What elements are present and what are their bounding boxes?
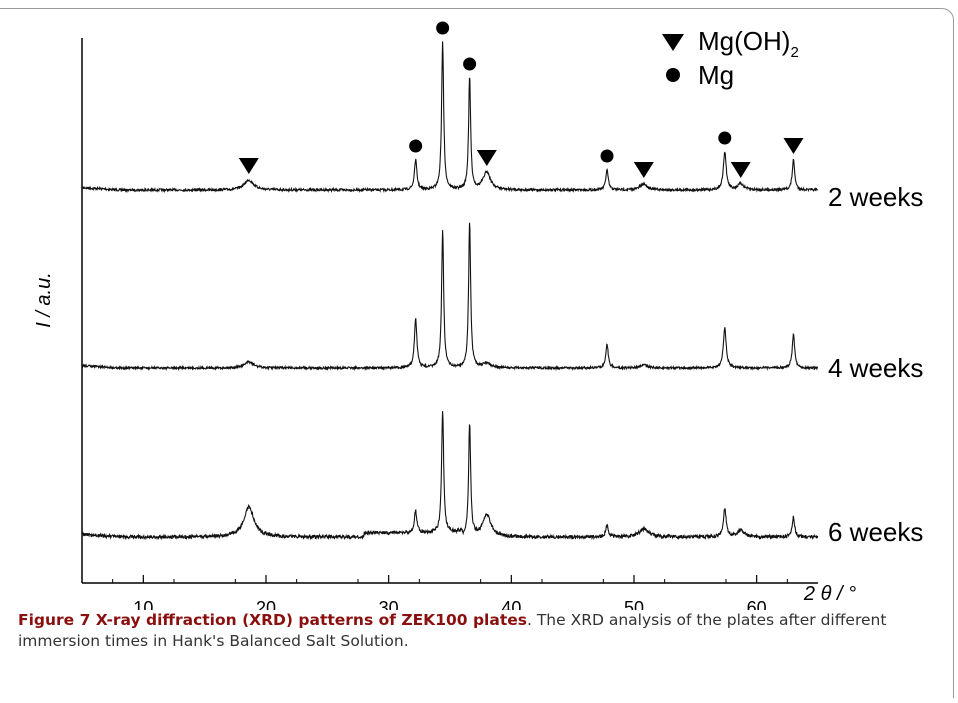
x-tick-label-40: 40 [501, 598, 521, 610]
x-tick-label-20: 20 [256, 598, 276, 610]
y-axis-label: I / a.u. [33, 272, 55, 328]
legend-mgoh2-label: Mg(OH)2 [698, 26, 799, 61]
caption-title: Figure 7 X-ray diffraction (XRD) pattern… [18, 611, 527, 629]
legend-triangle-icon [662, 34, 684, 51]
legend: Mg(OH)2 Mg [662, 26, 799, 90]
mg-peak-marker [600, 149, 614, 163]
series-labels: 2 weeks 4 weeks 6 weeks [828, 182, 923, 547]
axes [81, 38, 818, 584]
x-tick-label-60: 60 [747, 598, 767, 610]
series-line-3 [81, 411, 819, 541]
mgoh2-peak-marker [476, 150, 497, 166]
mg-peak-marker [718, 131, 732, 145]
x-tick-label-50: 50 [624, 598, 644, 610]
series-label-1: 2 weeks [828, 182, 923, 212]
figure-caption: Figure 7 X-ray diffraction (XRD) pattern… [18, 610, 943, 652]
x-ticks: 10 20 30 40 50 60 [112, 575, 788, 610]
figure-frame [0, 8, 954, 698]
mg-peak-marker [436, 21, 450, 35]
mgoh2-peak-marker [238, 158, 259, 174]
x-axis-label: 2 θ / ° [803, 583, 856, 605]
mg-peak-marker [409, 139, 423, 153]
caption-text: . The XRD analysis of the plates after d… [18, 611, 887, 650]
series-group [81, 41, 819, 541]
mgoh2-peak-marker [633, 162, 654, 178]
series-label-2: 4 weeks [828, 353, 923, 383]
x-tick-label-10: 10 [133, 598, 153, 610]
mg-peak-marker [463, 57, 477, 71]
legend-mg-label: Mg [698, 60, 734, 90]
legend-circle-icon [666, 68, 680, 82]
series-label-3: 6 weeks [828, 517, 923, 547]
mgoh2-peak-marker [783, 138, 804, 154]
series-line-2 [81, 222, 819, 372]
xrd-chart: 10 20 30 40 50 60 2 weeks 4 weeks 6 weeks Mg(OH… [33, 21, 923, 610]
peak-markers [238, 21, 804, 178]
mgoh2-peak-marker [730, 162, 751, 178]
x-tick-label-30: 30 [379, 598, 399, 610]
series-line-1 [81, 41, 819, 194]
